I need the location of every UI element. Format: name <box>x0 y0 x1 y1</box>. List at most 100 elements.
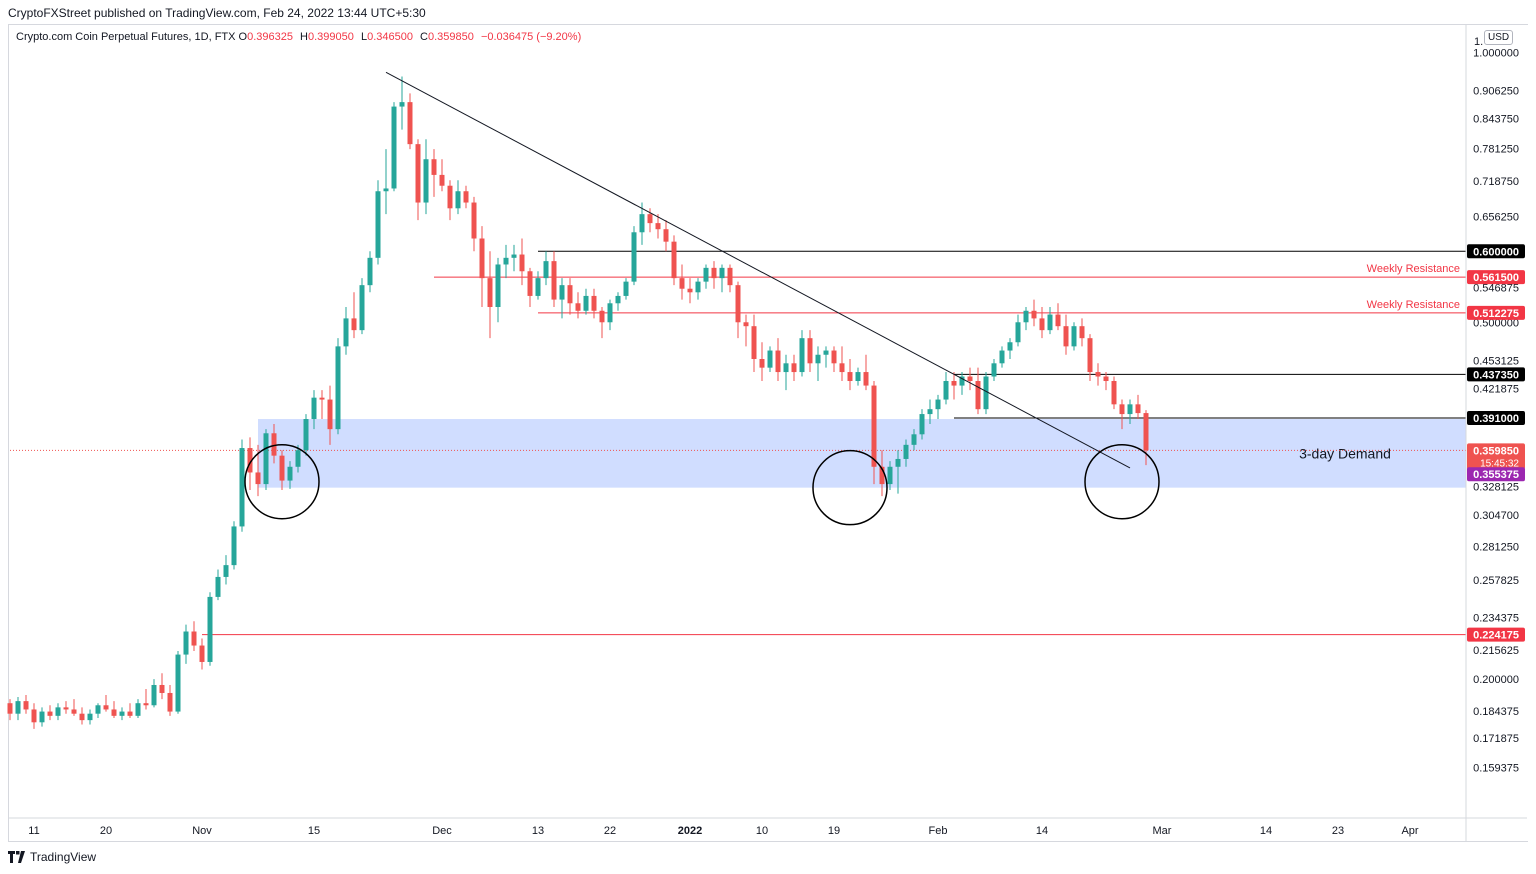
candle[interactable] <box>775 338 781 382</box>
candle[interactable] <box>271 424 277 464</box>
candle[interactable] <box>983 372 989 415</box>
candle[interactable] <box>935 394 941 420</box>
candle[interactable] <box>31 703 37 729</box>
candle[interactable] <box>127 703 133 718</box>
candle[interactable] <box>823 346 829 368</box>
candle[interactable] <box>719 264 725 293</box>
candle[interactable] <box>303 414 309 456</box>
candle[interactable] <box>743 314 749 347</box>
candle[interactable] <box>847 359 853 391</box>
highlight-circle-2[interactable] <box>812 449 888 526</box>
candle[interactable] <box>1119 399 1125 430</box>
candle[interactable] <box>567 278 573 315</box>
candle[interactable] <box>903 439 909 467</box>
candle[interactable] <box>207 592 213 666</box>
candle[interactable] <box>1063 314 1069 355</box>
candle[interactable] <box>407 93 413 150</box>
candle[interactable] <box>1023 307 1029 331</box>
candle[interactable] <box>999 346 1005 368</box>
candle[interactable] <box>439 159 445 192</box>
candle[interactable] <box>447 180 453 221</box>
candle[interactable] <box>279 450 285 491</box>
candle[interactable] <box>311 390 317 430</box>
candle[interactable] <box>759 342 765 382</box>
candle[interactable] <box>1103 372 1109 391</box>
candle[interactable] <box>735 281 741 339</box>
candle[interactable] <box>959 372 965 395</box>
candle[interactable] <box>135 699 141 718</box>
candle[interactable] <box>463 185 469 209</box>
highlight-circle-1[interactable] <box>244 443 320 520</box>
candle[interactable] <box>167 684 173 716</box>
candle[interactable] <box>783 354 789 391</box>
candle[interactable] <box>615 292 621 311</box>
candle[interactable] <box>351 292 357 339</box>
candle[interactable] <box>1143 410 1149 466</box>
candle[interactable] <box>191 621 197 651</box>
candle[interactable] <box>519 238 525 286</box>
candle[interactable] <box>687 278 693 304</box>
candle[interactable] <box>383 149 389 215</box>
candle[interactable] <box>559 278 565 319</box>
candle[interactable] <box>159 673 165 700</box>
candle[interactable] <box>599 307 605 339</box>
candle[interactable] <box>951 372 957 400</box>
candle[interactable] <box>887 461 893 491</box>
candle[interactable] <box>535 271 541 300</box>
candle[interactable] <box>95 703 101 718</box>
candle[interactable] <box>423 139 429 215</box>
candle[interactable] <box>63 701 69 714</box>
candle[interactable] <box>367 251 373 293</box>
candle[interactable] <box>39 707 45 727</box>
candle[interactable] <box>831 346 837 373</box>
candle[interactable] <box>1087 334 1093 382</box>
candle[interactable] <box>799 330 805 377</box>
candle[interactable] <box>1015 314 1021 347</box>
candle[interactable] <box>1031 299 1037 327</box>
candle[interactable] <box>919 409 925 440</box>
candle[interactable] <box>335 338 341 435</box>
candle[interactable] <box>879 450 885 497</box>
candle[interactable] <box>695 278 701 300</box>
candle[interactable] <box>87 709 93 725</box>
candle[interactable] <box>47 705 53 721</box>
candle[interactable] <box>103 694 109 712</box>
highlight-circle-3[interactable] <box>1084 443 1160 520</box>
candle[interactable] <box>967 367 973 391</box>
candle[interactable] <box>543 251 549 286</box>
candle[interactable] <box>1135 394 1141 420</box>
candle[interactable] <box>1111 376 1117 410</box>
candle[interactable] <box>15 697 21 721</box>
candle[interactable] <box>591 288 597 319</box>
candle[interactable] <box>175 650 181 714</box>
candle[interactable] <box>199 638 205 670</box>
candle[interactable] <box>991 359 997 382</box>
candle[interactable] <box>143 688 149 710</box>
candle[interactable] <box>1071 322 1077 351</box>
candle[interactable] <box>1047 307 1053 335</box>
candle[interactable] <box>111 701 117 718</box>
candle[interactable] <box>263 429 269 491</box>
candle[interactable] <box>1127 399 1133 425</box>
candle[interactable] <box>871 381 877 485</box>
candle[interactable] <box>927 399 933 425</box>
candle[interactable] <box>663 220 669 252</box>
candle[interactable] <box>455 180 461 215</box>
candle[interactable] <box>727 264 733 293</box>
candle[interactable] <box>943 372 949 405</box>
candle[interactable] <box>863 354 869 391</box>
candle[interactable] <box>471 196 477 252</box>
candle[interactable] <box>119 707 125 721</box>
candle[interactable] <box>583 288 589 315</box>
candle[interactable] <box>751 314 757 373</box>
candle[interactable] <box>71 699 77 716</box>
candle[interactable] <box>623 278 629 300</box>
candle[interactable] <box>807 330 813 373</box>
candle[interactable] <box>1079 318 1085 347</box>
candle[interactable] <box>239 439 245 532</box>
candle[interactable] <box>431 149 437 197</box>
candle[interactable] <box>359 278 365 335</box>
candle[interactable] <box>791 354 797 382</box>
candle[interactable] <box>215 569 221 601</box>
candle[interactable] <box>679 264 685 300</box>
